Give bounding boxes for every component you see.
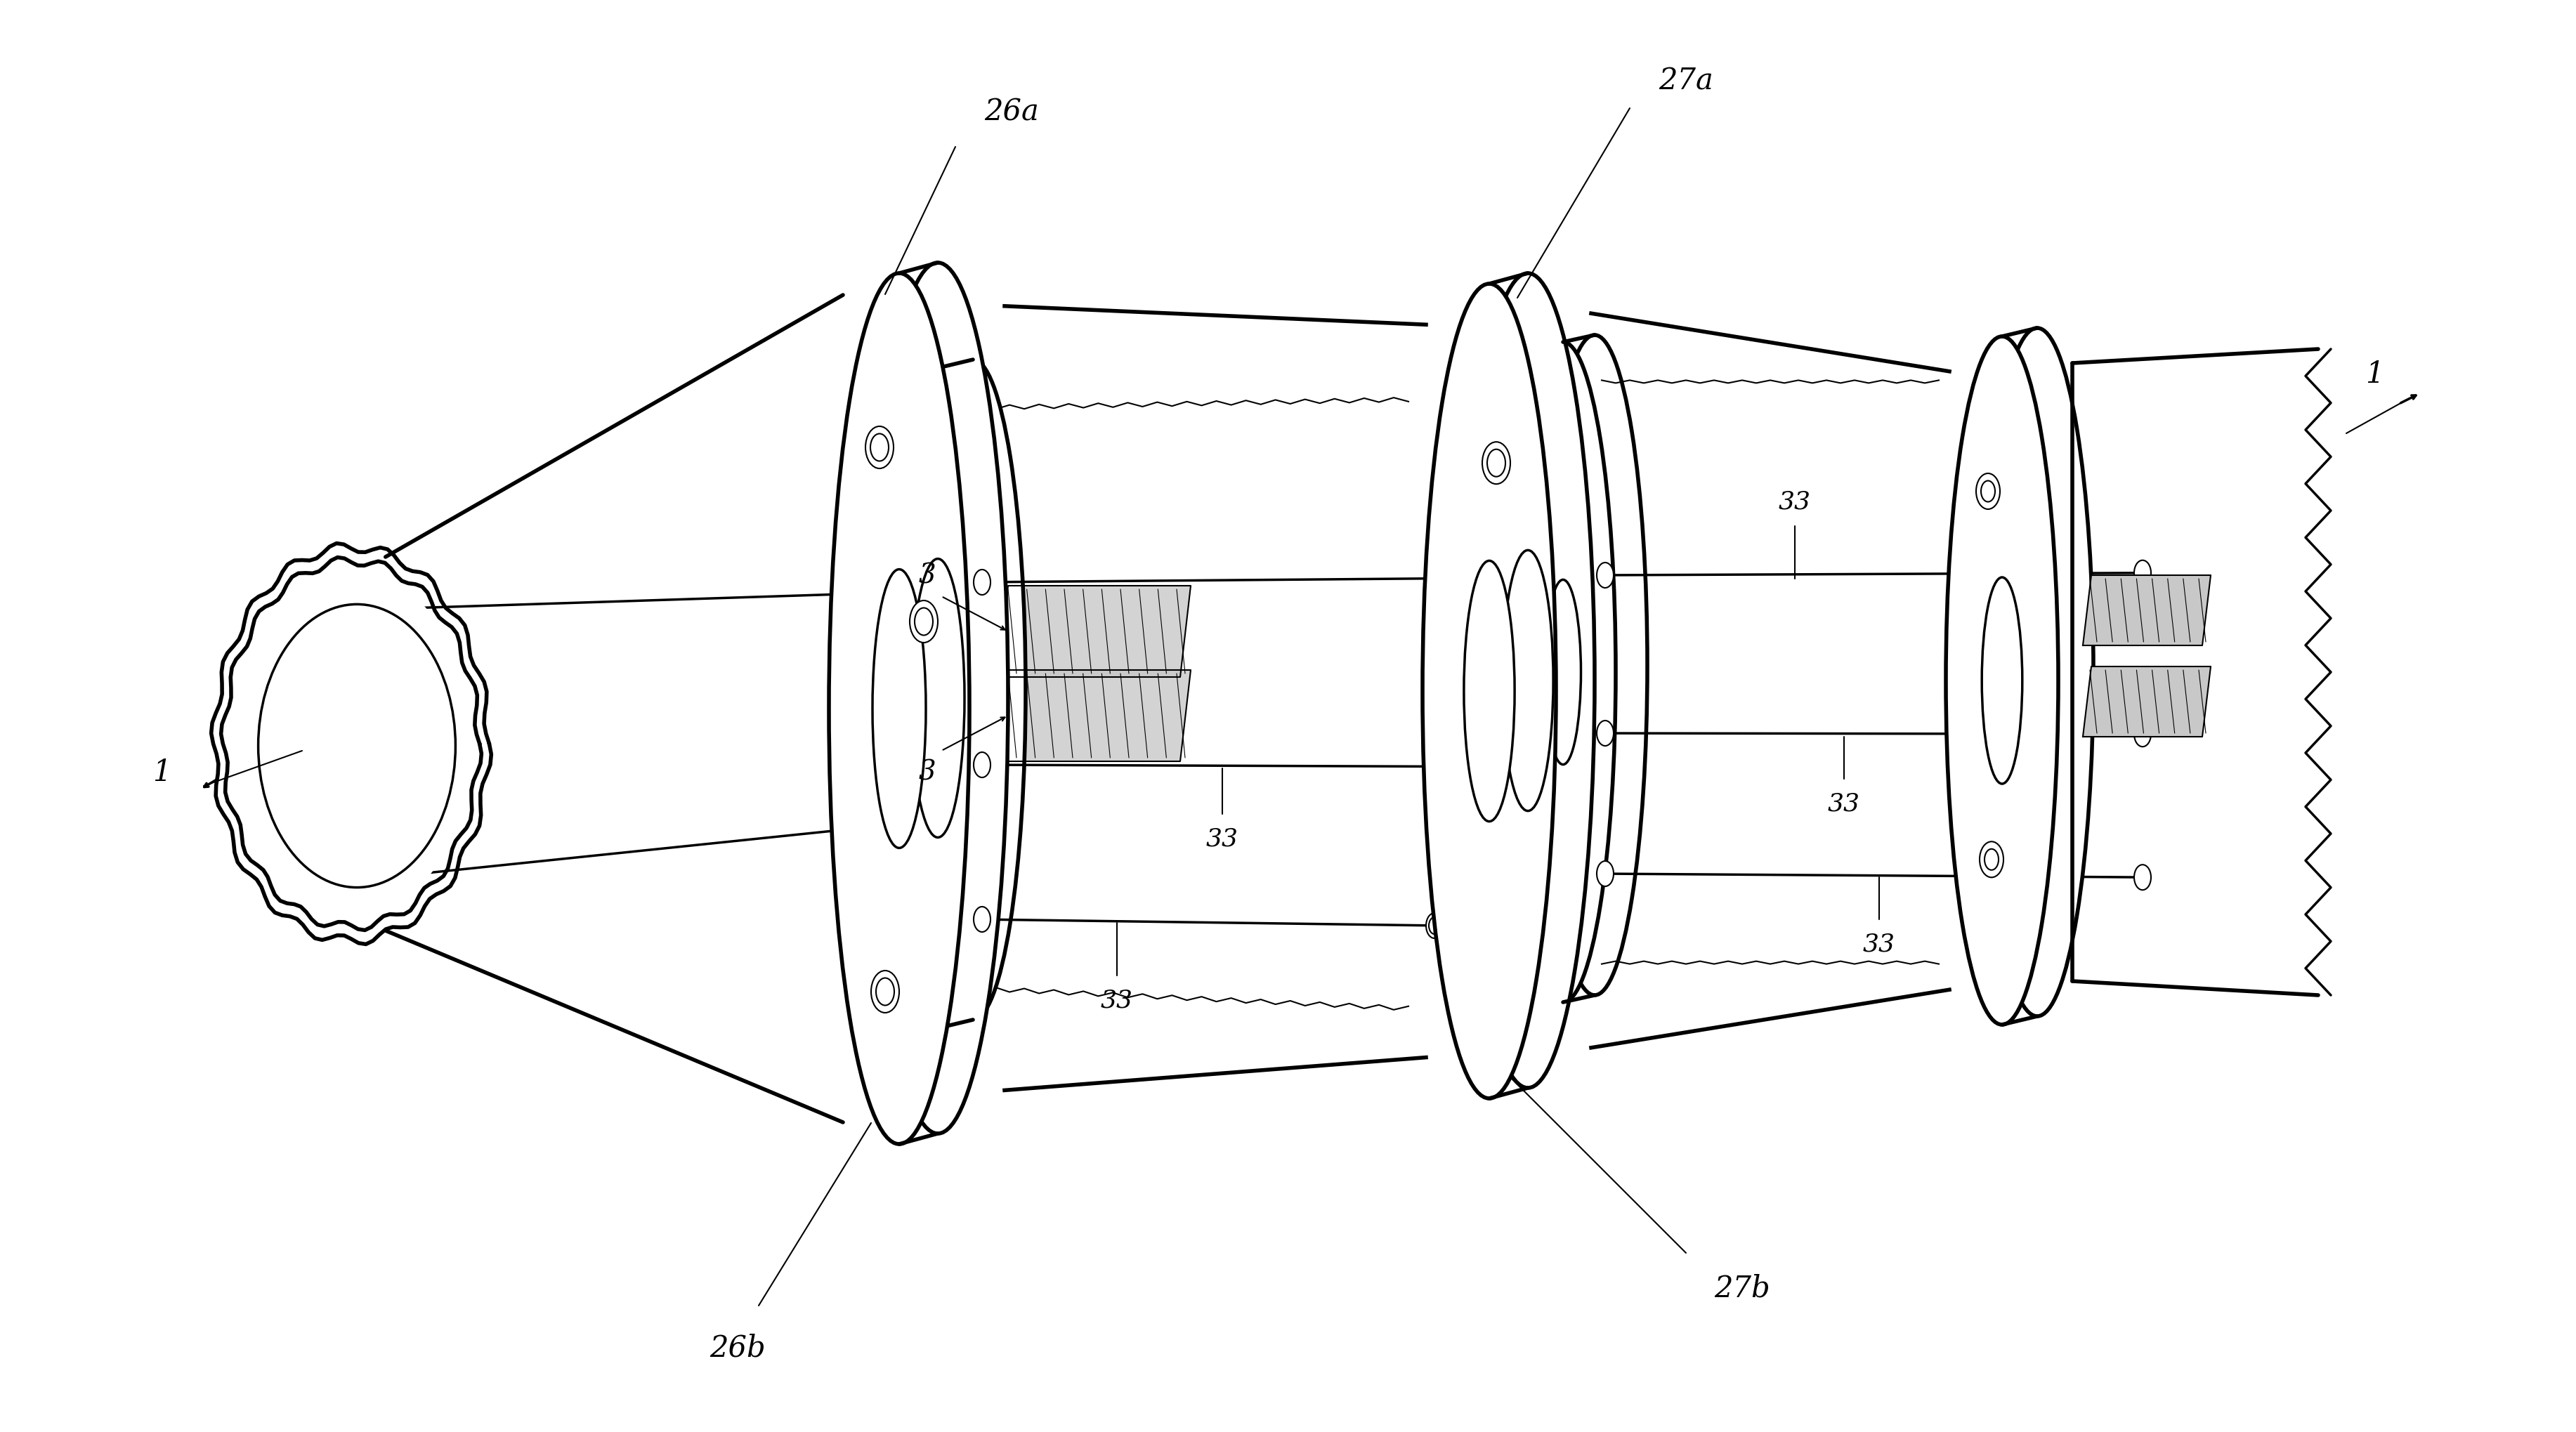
Ellipse shape xyxy=(232,571,471,916)
Ellipse shape xyxy=(1546,580,1582,765)
Ellipse shape xyxy=(1597,861,1613,886)
Ellipse shape xyxy=(909,601,938,643)
Ellipse shape xyxy=(1481,442,1510,484)
Ellipse shape xyxy=(868,263,1007,1134)
Ellipse shape xyxy=(1597,720,1613,746)
Text: 26a: 26a xyxy=(984,97,1038,127)
Ellipse shape xyxy=(1427,755,1443,779)
Text: 33: 33 xyxy=(1100,988,1133,1012)
Ellipse shape xyxy=(1463,561,1515,822)
Ellipse shape xyxy=(873,570,925,848)
Ellipse shape xyxy=(912,558,963,838)
Ellipse shape xyxy=(2133,865,2151,891)
Text: 3: 3 xyxy=(920,759,935,785)
Text: 33: 33 xyxy=(1777,490,1811,514)
Text: 1: 1 xyxy=(152,758,170,788)
Text: 27b: 27b xyxy=(1713,1273,1770,1303)
Ellipse shape xyxy=(920,359,1025,1020)
Ellipse shape xyxy=(1981,328,2094,1017)
Text: 33: 33 xyxy=(1829,792,1860,816)
Ellipse shape xyxy=(1976,474,1999,510)
Ellipse shape xyxy=(2133,722,2151,748)
Ellipse shape xyxy=(829,274,969,1144)
Polygon shape xyxy=(997,670,1190,762)
Polygon shape xyxy=(2084,576,2210,646)
Ellipse shape xyxy=(1427,914,1443,938)
Text: 33: 33 xyxy=(1862,932,1896,957)
Ellipse shape xyxy=(1978,842,2004,878)
Ellipse shape xyxy=(974,570,992,596)
Ellipse shape xyxy=(974,906,992,932)
Ellipse shape xyxy=(1502,551,1553,811)
Ellipse shape xyxy=(2133,561,2151,586)
Polygon shape xyxy=(997,586,1190,677)
Ellipse shape xyxy=(920,600,956,798)
Ellipse shape xyxy=(1597,563,1613,589)
Ellipse shape xyxy=(1427,566,1443,591)
Ellipse shape xyxy=(1945,337,2058,1025)
Ellipse shape xyxy=(1543,335,1646,995)
Ellipse shape xyxy=(1422,285,1556,1098)
Text: 3: 3 xyxy=(920,563,935,589)
Ellipse shape xyxy=(871,971,899,1012)
Ellipse shape xyxy=(974,752,992,778)
Ellipse shape xyxy=(866,427,894,468)
Ellipse shape xyxy=(1461,274,1595,1088)
Text: 33: 33 xyxy=(1206,826,1239,851)
Text: 27a: 27a xyxy=(1659,66,1713,96)
Text: 1: 1 xyxy=(2365,359,2383,390)
Ellipse shape xyxy=(1510,342,1615,1002)
Ellipse shape xyxy=(886,368,992,1028)
Text: 26b: 26b xyxy=(708,1333,765,1362)
Polygon shape xyxy=(2084,667,2210,737)
Ellipse shape xyxy=(1981,577,2022,785)
